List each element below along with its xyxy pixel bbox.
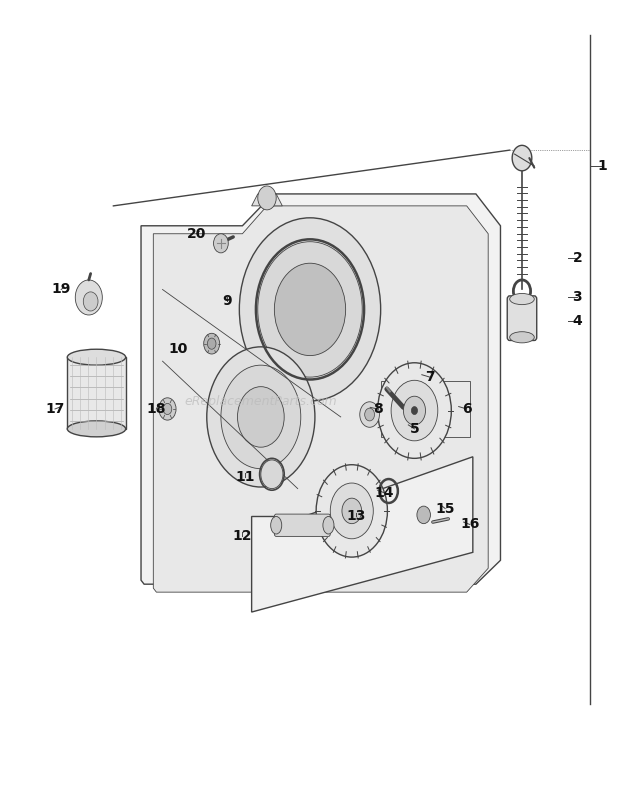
Text: 13: 13 [347,509,366,524]
Circle shape [207,346,315,487]
Text: 2: 2 [572,251,582,265]
Polygon shape [153,206,488,592]
FancyBboxPatch shape [507,296,537,341]
Circle shape [330,483,373,539]
Text: 15: 15 [435,501,455,516]
Text: 12: 12 [232,529,252,544]
Circle shape [412,407,417,415]
Circle shape [213,233,228,253]
Circle shape [159,398,176,420]
Ellipse shape [323,516,334,534]
Circle shape [207,338,216,349]
Text: 18: 18 [147,402,166,416]
Circle shape [221,365,301,468]
Text: 1: 1 [597,159,607,173]
Circle shape [163,403,172,415]
Polygon shape [68,357,126,429]
Text: 5: 5 [410,422,419,435]
FancyBboxPatch shape [275,514,330,537]
Circle shape [365,408,374,421]
Text: 8: 8 [373,402,383,416]
Text: 16: 16 [460,517,479,532]
Text: 6: 6 [462,402,471,416]
Polygon shape [252,194,282,206]
Text: eReplacementParts.com: eReplacementParts.com [185,395,337,407]
Circle shape [378,363,451,459]
Circle shape [275,263,345,355]
Text: 3: 3 [572,290,582,305]
Text: 4: 4 [572,314,582,328]
Text: 14: 14 [374,485,394,500]
Text: 7: 7 [425,370,435,384]
Text: 19: 19 [51,282,71,297]
Polygon shape [141,194,500,584]
Text: 10: 10 [168,342,188,356]
Circle shape [239,218,381,401]
Circle shape [261,460,283,488]
Circle shape [512,145,532,171]
Circle shape [258,241,362,377]
Circle shape [75,280,102,315]
Circle shape [237,387,284,448]
Circle shape [417,506,430,524]
Circle shape [204,334,219,354]
Text: 20: 20 [187,227,206,241]
Circle shape [391,380,438,441]
Text: 11: 11 [236,470,255,484]
Ellipse shape [68,421,126,437]
Polygon shape [252,457,473,612]
Text: 9: 9 [222,294,232,309]
Ellipse shape [510,294,534,305]
Circle shape [258,186,276,210]
Circle shape [316,464,388,557]
Circle shape [342,498,361,524]
Circle shape [404,396,425,425]
Text: 17: 17 [45,402,64,416]
Ellipse shape [271,516,281,534]
Ellipse shape [510,332,534,343]
Ellipse shape [68,349,126,365]
Circle shape [360,402,379,427]
Circle shape [83,292,98,311]
